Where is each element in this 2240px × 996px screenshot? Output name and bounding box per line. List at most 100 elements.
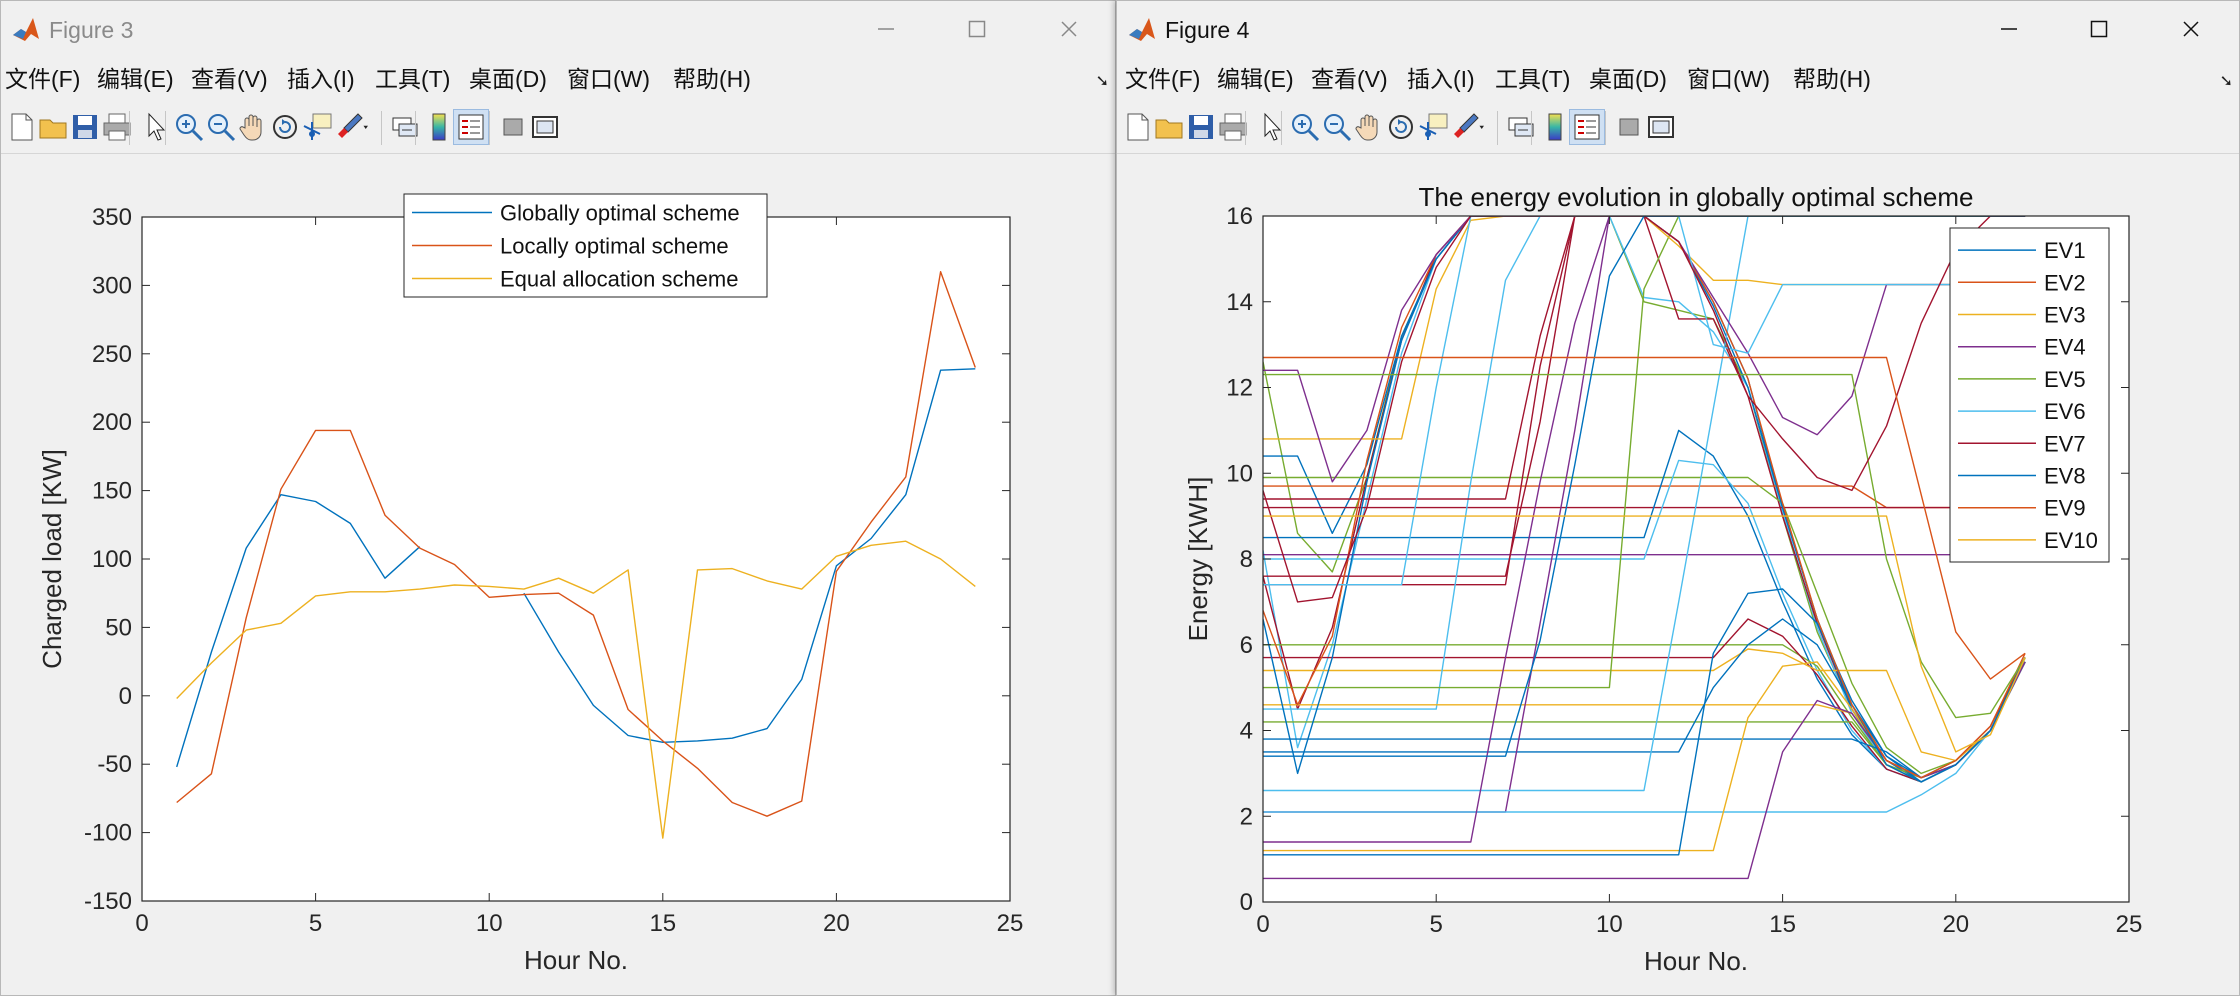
link-plot-button[interactable] <box>1503 109 1539 145</box>
dock-arrow-icon[interactable]: ➘ <box>1095 73 1109 90</box>
title-bar[interactable]: Figure 4 <box>1117 1 2239 59</box>
series-line-ev2 <box>1263 216 2026 779</box>
pan-hand-button[interactable] <box>235 109 271 145</box>
menu-bar: 文件(F) 编辑(E) 查看(V) 插入(I) 工具(T) 桌面(D) 窗口(W… <box>1117 59 2239 99</box>
legend-button[interactable] <box>1569 109 1605 145</box>
menu-tools[interactable]: 工具(T) <box>375 66 451 92</box>
menu-desktop[interactable]: 桌面(D) <box>469 66 547 92</box>
show-plot-tools-button[interactable] <box>1643 109 1679 145</box>
y-tick-label: -100 <box>84 820 132 847</box>
new-figure-button[interactable] <box>3 109 39 145</box>
zoom-in-button[interactable] <box>1287 109 1323 145</box>
minimize-icon <box>878 28 894 30</box>
menu-desktop[interactable]: 桌面(D) <box>1589 66 1667 92</box>
trajectory-line-19 <box>1263 661 2026 779</box>
zoom-out-icon <box>1324 114 1352 142</box>
menu-window[interactable]: 窗口(W) <box>567 66 651 92</box>
menu-view[interactable]: 查看(V) <box>191 66 268 92</box>
rotate-3d-button[interactable] <box>267 109 303 145</box>
toolbar-separator <box>1497 111 1498 145</box>
zoom-out-button[interactable] <box>1319 109 1355 145</box>
y-tick-label: 200 <box>92 409 132 436</box>
close-button[interactable] <box>2161 9 2221 49</box>
menu-help[interactable]: 帮助(H) <box>1793 66 1871 92</box>
menu-tools[interactable]: 工具(T) <box>1495 66 1571 92</box>
close-button[interactable] <box>1039 9 1099 49</box>
menu-help[interactable]: 帮助(H) <box>673 66 751 92</box>
zoom-in-button[interactable] <box>171 109 207 145</box>
hide-plot-tools-icon <box>1619 118 1639 136</box>
menu-edit[interactable]: 编辑(E) <box>97 66 174 92</box>
figure-canvas: 0 5 10 15 20 25 0 2 4 6 8 10 12 14 16 Hour No. Energy [K… <box>1117 154 2239 995</box>
y-tick-label: 0 <box>1240 889 1253 916</box>
series-line-ev9 <box>1263 356 2026 680</box>
menu-window[interactable]: 窗口(W) <box>1687 66 1771 92</box>
legend-icon <box>458 114 484 140</box>
open-file-button[interactable] <box>1151 109 1187 145</box>
open-file-icon <box>39 119 67 139</box>
save-icon <box>73 115 97 139</box>
series-line-ev7 <box>1263 216 2026 603</box>
x-axis-label: Hour No. <box>1644 946 1748 976</box>
colorbar-button[interactable] <box>1537 109 1573 145</box>
print-button[interactable] <box>99 109 135 145</box>
rotate-3d-button[interactable] <box>1383 109 1419 145</box>
brush-dropdown-button[interactable] <box>1473 109 1495 145</box>
minimize-button[interactable] <box>1979 9 2039 49</box>
plot-area <box>142 217 1010 901</box>
menu-bar: 文件(F) 编辑(E) 查看(V) 插入(I) 工具(T) 桌面(D) 窗口(W… <box>1 59 1115 99</box>
edit-plot-arrow-button[interactable] <box>138 109 174 145</box>
y-tick-label: 0 <box>119 683 132 710</box>
menu-file[interactable]: 文件(F) <box>1125 66 1201 92</box>
title-bar[interactable]: Figure 3 <box>1 1 1115 59</box>
toolbar-separator <box>129 111 130 145</box>
pan-hand-button[interactable] <box>1351 109 1387 145</box>
series-line-ev10 <box>1263 515 2026 753</box>
brush-dropdown-button[interactable] <box>357 109 379 145</box>
print-icon <box>103 113 131 141</box>
legend-box <box>1949 227 2110 563</box>
print-button[interactable] <box>1215 109 1251 145</box>
data-cursor-button[interactable] <box>299 109 335 145</box>
menu-view[interactable]: 查看(V) <box>1311 66 1388 92</box>
figure-4-window: Figure 4 文件(F) 编辑(E) 查看(V) 插入(I) 工具(T) 桌… <box>1116 0 2240 996</box>
menu-insert[interactable]: 插入(I) <box>287 66 355 92</box>
y-tick-label: -50 <box>97 751 132 778</box>
show-plot-tools-button[interactable] <box>527 109 563 145</box>
y-tick-label: 12 <box>1226 375 1253 402</box>
menu-insert[interactable]: 插入(I) <box>1407 66 1475 92</box>
save-button[interactable] <box>67 109 103 145</box>
dock-arrow-icon[interactable]: ➘ <box>2219 73 2233 90</box>
x-tick-label: 25 <box>2116 911 2143 938</box>
brush-button[interactable] <box>1447 109 1483 145</box>
print-icon <box>1219 113 1247 141</box>
menu-file[interactable]: 文件(F) <box>5 66 81 92</box>
legend-label: EV5 <box>2044 367 2086 392</box>
save-button[interactable] <box>1183 109 1219 145</box>
toolbar-separator <box>1531 111 1532 145</box>
legend-label: EV3 <box>2044 303 2086 328</box>
open-file-button[interactable] <box>35 109 71 145</box>
legend-button[interactable] <box>453 109 489 145</box>
link-plot-button[interactable] <box>387 109 423 145</box>
data-cursor-button[interactable] <box>1415 109 1451 145</box>
maximize-button[interactable] <box>2069 9 2129 49</box>
colorbar-icon <box>432 113 446 141</box>
edit-plot-arrow-button[interactable] <box>1254 109 1290 145</box>
brush-button[interactable] <box>331 109 367 145</box>
x-tick-label: 10 <box>1596 911 1623 938</box>
menu-edit[interactable]: 编辑(E) <box>1217 66 1294 92</box>
legend-label: EV10 <box>2044 528 2098 553</box>
hide-plot-tools-button[interactable] <box>1611 109 1647 145</box>
save-icon <box>1189 115 1213 139</box>
minimize-button[interactable] <box>856 9 916 49</box>
y-axis-label: Energy [KWH] <box>1183 477 1213 642</box>
series-line-ev5 <box>1263 373 2026 719</box>
new-figure-button[interactable] <box>1119 109 1155 145</box>
hide-plot-tools-button[interactable] <box>495 109 531 145</box>
trajectory-line-20 <box>1263 618 2026 783</box>
zoom-out-button[interactable] <box>203 109 239 145</box>
figure-canvas: 0 5 10 15 20 25 -150 -100 -50 0 50 100 150 200 250 300 3… <box>1 154 1115 995</box>
maximize-button[interactable] <box>947 9 1007 49</box>
colorbar-button[interactable] <box>421 109 457 145</box>
